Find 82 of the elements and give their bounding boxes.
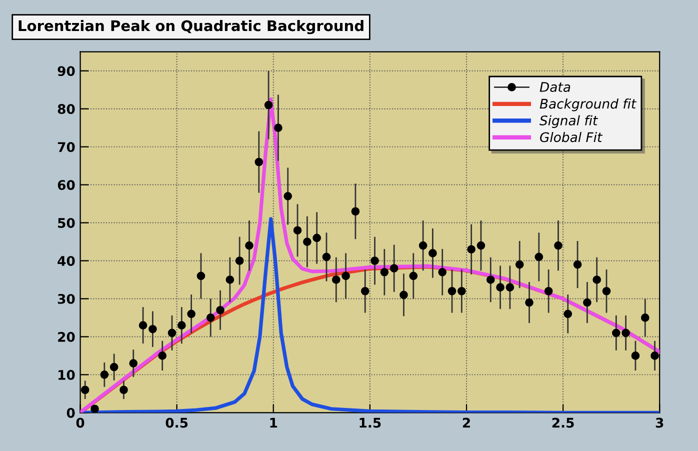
point	[544, 286, 553, 296]
point	[274, 124, 282, 132]
point	[476, 241, 486, 250]
point	[216, 306, 224, 314]
x-tick-label: 1.5	[360, 418, 381, 428]
y-tick-label: 20	[58, 332, 75, 342]
y-tick-label: 60	[58, 180, 75, 190]
point	[564, 310, 572, 318]
y-tick-label: 80	[58, 104, 75, 114]
legend-label: Signal fit	[540, 115, 598, 128]
point	[622, 328, 630, 338]
point	[400, 290, 408, 300]
point	[177, 321, 186, 330]
point	[80, 386, 90, 394]
point	[370, 256, 379, 265]
point	[496, 283, 504, 292]
chart-title: Lorentzian Peak on Quadratic Background	[18, 20, 364, 34]
point	[506, 283, 514, 292]
x-tick-label: 0	[76, 418, 84, 428]
point	[592, 276, 602, 284]
point	[168, 328, 176, 338]
point	[100, 370, 109, 379]
point	[254, 158, 264, 166]
point	[322, 252, 331, 262]
point	[458, 286, 466, 296]
point	[158, 352, 167, 360]
y-tick-label: 90	[58, 66, 75, 76]
point	[332, 276, 340, 284]
point	[380, 268, 389, 276]
point	[90, 404, 99, 413]
point	[187, 310, 196, 318]
point	[303, 238, 312, 246]
point	[342, 272, 350, 280]
point	[196, 272, 206, 280]
point	[525, 298, 534, 307]
point	[284, 192, 292, 200]
y-tick-label: 0	[66, 408, 75, 418]
point	[206, 314, 215, 322]
point	[534, 252, 544, 262]
x-tick-label: 0.5	[166, 418, 188, 428]
point	[486, 276, 495, 284]
x-tick-label: 2.5	[552, 418, 574, 428]
point	[293, 226, 302, 235]
point	[640, 314, 650, 322]
point	[631, 352, 640, 360]
point	[515, 260, 524, 269]
point	[360, 286, 370, 296]
x-tick-label: 3	[656, 418, 664, 428]
point	[554, 241, 562, 250]
point	[602, 286, 611, 296]
point	[428, 248, 437, 258]
point	[148, 324, 157, 334]
y-tick-label: 30	[58, 294, 75, 304]
legend-label: Data	[540, 82, 570, 92]
point	[409, 272, 418, 280]
x-tick-label: 1	[270, 418, 278, 428]
x-tick-label: 2	[462, 418, 470, 428]
point	[120, 386, 128, 394]
point	[438, 268, 447, 276]
point	[650, 352, 659, 360]
point	[390, 264, 398, 273]
point	[110, 362, 118, 372]
point	[418, 241, 428, 250]
point	[312, 234, 321, 242]
point	[573, 260, 582, 269]
y-tick-label: 50	[58, 218, 75, 228]
y-tick-label: 70	[58, 142, 75, 152]
point	[264, 100, 273, 110]
point	[138, 321, 148, 330]
point	[351, 207, 360, 216]
point	[583, 298, 592, 307]
point	[612, 328, 620, 338]
point	[245, 241, 254, 250]
y-tick-label: 10	[58, 370, 75, 380]
legend-label: Global Fit	[540, 132, 603, 142]
point	[129, 359, 138, 368]
point	[448, 286, 456, 296]
point	[467, 245, 476, 254]
y-tick-label: 40	[58, 256, 75, 266]
point	[235, 256, 244, 265]
legend-label: Background fit	[540, 98, 637, 112]
point	[226, 276, 234, 284]
